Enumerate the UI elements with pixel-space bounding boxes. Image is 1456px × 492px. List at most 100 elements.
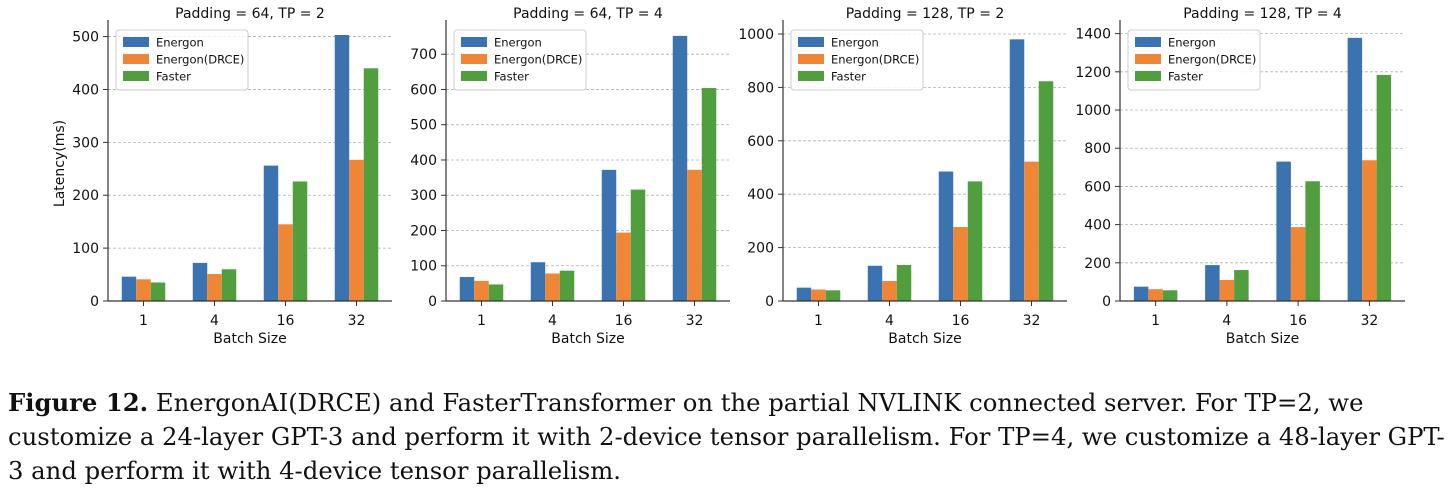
bar-energon-drce--4 [882, 280, 897, 301]
x-tick-label: 4 [885, 313, 894, 329]
bar-energon-drce--1 [136, 279, 151, 301]
y-tick-label: 1000 [738, 27, 774, 43]
bar-energon-32 [1347, 37, 1363, 302]
y-tick-label: 400 [747, 187, 774, 203]
bar-energon-4 [530, 262, 546, 301]
caption-label: Figure 12. [8, 388, 149, 417]
y-tick-label: 200 [1084, 256, 1111, 272]
bar-faster-4 [559, 270, 575, 301]
x-tick-label: 1 [814, 313, 823, 329]
bar-energon-drce--32 [349, 159, 364, 301]
bar-faster-4 [221, 269, 237, 301]
legend: Energon Energon(DRCE) Faster [453, 29, 587, 91]
y-tick-label: 1200 [1075, 65, 1111, 81]
bar-energon-4 [1205, 265, 1220, 301]
bar-energon-1 [459, 277, 475, 301]
x-tick-label: 4 [1222, 313, 1231, 329]
legend: Energon Energon(DRCE) Faster [790, 29, 924, 91]
bar-energon-drce--1 [1148, 289, 1163, 301]
x-tick-label: 16 [1289, 313, 1307, 329]
caption-text: EnergonAI(DRCE) and FasterTransformer on… [8, 388, 1445, 485]
chart-title: Padding = 128, TP = 4 [1183, 6, 1342, 22]
y-tick-label: 600 [747, 134, 774, 150]
bar-faster-1 [1162, 290, 1178, 301]
x-tick-label: 16 [952, 313, 970, 329]
chart-title: Padding = 64, TP = 4 [513, 6, 663, 22]
legend-label: Energon [831, 36, 879, 50]
legend-swatch [798, 54, 824, 64]
y-tick-label: 200 [410, 223, 437, 239]
legend-swatch [123, 71, 149, 81]
legend-label: Faster [494, 70, 529, 84]
x-tick-label: 4 [210, 313, 219, 329]
bar-faster-1 [488, 284, 504, 301]
bar-energon-32 [1009, 39, 1025, 301]
x-axis-label: Batch Size [213, 331, 286, 347]
bar-energon-1 [796, 287, 812, 301]
bar-energon-drce--4 [1219, 279, 1235, 301]
legend-swatch [123, 54, 149, 64]
y-tick-label: 600 [410, 82, 437, 98]
y-tick-label: 1400 [1075, 27, 1111, 43]
bar-faster-16 [630, 189, 646, 301]
y-tick-label: 300 [410, 188, 437, 204]
figure-area: 0 100 200 300 400 500 1 4 16 32 Padding = 64, TP =… [52, 6, 1405, 347]
chart-title: Padding = 64, TP = 2 [175, 6, 325, 22]
x-axis-label: Batch Size [1226, 331, 1299, 347]
bar-energon-drce--4 [207, 274, 222, 301]
legend-swatch [1135, 37, 1161, 47]
y-tick-label: 400 [1084, 218, 1111, 234]
y-tick-label: 800 [747, 80, 774, 96]
y-tick-label: 500 [72, 30, 99, 46]
legend-label: Energon [1168, 36, 1216, 50]
y-tick-label: 0 [1102, 294, 1111, 310]
x-tick-label: 1 [477, 313, 486, 329]
bar-faster-32 [1376, 74, 1392, 301]
bar-energon-4 [192, 262, 208, 301]
y-tick-label: 200 [72, 188, 99, 204]
legend-swatch [798, 71, 824, 81]
bar-faster-16 [1305, 181, 1320, 301]
bar-energon-drce--32 [1362, 160, 1377, 301]
bar-energon-16 [601, 169, 617, 301]
legend-swatch [461, 71, 487, 81]
bar-energon-1 [121, 276, 137, 301]
y-tick-label: 800 [1084, 141, 1111, 157]
x-tick-label: 16 [615, 313, 633, 329]
bar-energon-16 [1276, 161, 1291, 301]
y-tick-label: 0 [765, 294, 774, 310]
x-tick-label: 32 [348, 313, 366, 329]
bar-energon-drce--32 [1024, 161, 1039, 301]
legend: Energon Energon(DRCE) Faster [115, 29, 249, 91]
chart-panel-4: 0 200 400 600 800 1000 1200 1400 1 4 16 32 Padding =… [1075, 6, 1405, 347]
figure-caption: Figure 12. EnergonAI(DRCE) and FasterTra… [8, 386, 1450, 488]
y-tick-label: 500 [410, 118, 437, 134]
bar-energon-drce--1 [474, 280, 489, 301]
y-axis-label: Latency(ms) [52, 120, 68, 207]
y-tick-label: 400 [410, 153, 437, 169]
bar-energon-drce--16 [278, 224, 293, 301]
x-tick-label: 16 [277, 313, 295, 329]
x-axis-label: Batch Size [888, 331, 961, 347]
chart-panel-3: 0 200 400 600 800 1000 1 4 16 32 Padding = 128, TP… [738, 6, 1067, 347]
legend-label: Faster [156, 70, 191, 84]
legend-label: Energon(DRCE) [831, 53, 919, 67]
y-tick-label: 700 [410, 47, 437, 63]
chart-title: Padding = 128, TP = 2 [846, 6, 1005, 22]
bar-energon-drce--16 [616, 232, 631, 301]
legend-swatch [461, 37, 487, 47]
legend-label: Energon(DRCE) [156, 53, 244, 67]
x-tick-label: 32 [1360, 313, 1378, 329]
legend-label: Energon [494, 36, 542, 50]
bar-faster-32 [363, 68, 379, 301]
bar-energon-32 [672, 35, 688, 301]
bar-faster-4 [1234, 270, 1249, 301]
bar-energon-16 [263, 165, 279, 301]
bar-energon-1 [1133, 286, 1149, 301]
x-tick-label: 32 [1023, 313, 1041, 329]
legend-label: Energon(DRCE) [1168, 53, 1256, 67]
bar-faster-16 [292, 181, 308, 301]
x-tick-label: 4 [548, 313, 557, 329]
bar-energon-drce--16 [1290, 227, 1306, 301]
x-tick-label: 1 [139, 313, 148, 329]
